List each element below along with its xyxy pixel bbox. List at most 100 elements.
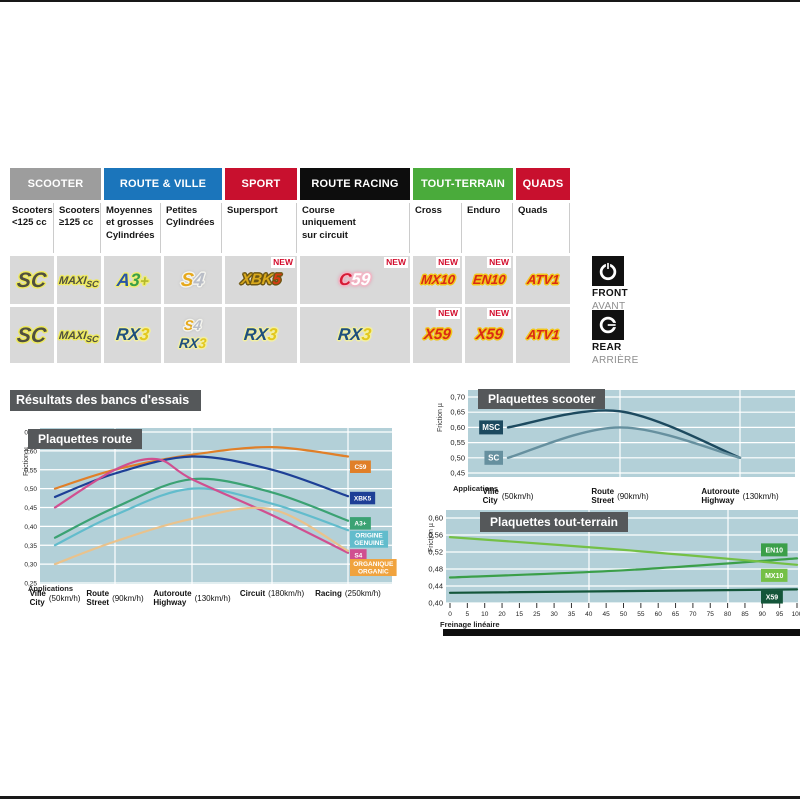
logo-segment: MX10: [419, 272, 456, 287]
y-axis-label: Friction µ: [23, 447, 30, 476]
new-badge: NEW: [384, 257, 408, 268]
y-tick-label: 0,44: [428, 582, 443, 591]
logo-segment: X59: [474, 326, 504, 343]
rear-position-marker: REAR ARRIÈRE: [592, 310, 652, 366]
series-label-box: [350, 549, 367, 562]
pad-cell-rear: NEW X59: [465, 307, 513, 363]
x-axis-category-racing: Racing (250km/h): [315, 589, 381, 599]
y-axis-label: Friction µ: [437, 403, 444, 432]
logo-segment: MAXI: [58, 330, 88, 342]
group-header-quads: QUADS: [516, 168, 570, 200]
pad-cell-front: S4: [164, 256, 222, 304]
pad-cell-front: ATV1: [516, 256, 570, 304]
y-tick-label: 0,70: [450, 393, 465, 402]
logo-segment: RX: [337, 325, 364, 344]
series-label-box: [350, 559, 397, 577]
x-axis-labels: Ville City (50km/h) Route Street (90km/h) Auto…: [435, 487, 800, 517]
x-tick-label: 10: [481, 611, 489, 618]
pad-cell-front: MAXISC: [57, 256, 101, 304]
series-label-box: [761, 568, 788, 582]
logo-segment: +: [138, 272, 150, 290]
logo-segment: 4: [193, 317, 203, 333]
logo-segment: MAXI: [58, 275, 88, 287]
logo-segment: 5: [271, 271, 282, 288]
logo-segment: 3: [361, 325, 373, 344]
pad-logo-xbk5: XBK5: [240, 271, 282, 288]
series-line-s4: [53, 457, 350, 554]
x-tick-label: 0: [448, 611, 452, 618]
x-tick-label: 25: [533, 611, 541, 618]
logo-segment: RX: [243, 325, 270, 344]
series-line-msc: [506, 409, 742, 459]
series-line-origine: [53, 487, 350, 547]
series-label: XBK5: [354, 495, 372, 502]
pad-cell-rear: S4 RX3: [164, 307, 222, 363]
logo-segment: EN10: [471, 272, 507, 287]
pad-logo-x59: X59: [423, 326, 451, 343]
pad-logo-stack: S4 RX3: [179, 317, 208, 352]
pad-cell-rear: NEW X59: [413, 307, 462, 363]
x-tick-label: 50: [620, 611, 628, 618]
pad-logo-sc: SC: [16, 324, 48, 347]
logo-segment: ATV1: [526, 272, 560, 287]
x-tick-label: 70: [689, 611, 697, 618]
logo-segment: 3: [198, 335, 208, 351]
avant-label: AVANT: [592, 301, 626, 312]
series-label: MSC: [482, 423, 500, 432]
x-axis-note: Applications: [28, 584, 74, 593]
logo-segment: 3: [267, 325, 279, 344]
y-tick-label: 0,56: [428, 531, 443, 540]
rear-disc-icon: [592, 310, 624, 340]
group-header-tout-terrain: TOUT-TERRAIN: [413, 168, 513, 200]
group-header-route-racing: ROUTE RACING: [300, 168, 410, 200]
series-line-sc: [506, 426, 742, 459]
y-tick-label: 0,50: [450, 453, 465, 462]
pad-logo-sc: SC: [16, 268, 48, 292]
y-tick-label: 0,52: [428, 548, 443, 557]
pad-logo-rx3: RX3: [337, 325, 373, 344]
x-axis-category-autoroute: Autoroute Highway (130km/h): [153, 589, 231, 608]
x-tick-label: 30: [550, 611, 558, 618]
pad-cell-rear: ATV1: [516, 307, 570, 363]
y-tick-label: 0,65: [450, 408, 465, 417]
section-title: Résultats des bancs d'essais: [10, 390, 202, 411]
pad-cell-rear: MAXISC: [57, 307, 101, 363]
series-label: GENUINE: [354, 540, 384, 547]
pad-cell-front: NEW XBK5: [225, 256, 297, 304]
series-label: SC: [488, 454, 499, 463]
series-label-box: [350, 491, 376, 505]
chart-title-scooter: Plaquettes scooter: [478, 389, 606, 409]
logo-segment: SC: [16, 268, 48, 292]
pad-logo-a3plus: A3+: [116, 270, 150, 290]
series-label: EN10: [765, 547, 783, 554]
x-axis-labels: [428, 508, 800, 538]
pad-cell-rear: RX3: [225, 307, 297, 363]
y-tick-label: 0,60: [24, 448, 37, 455]
new-badge: NEW: [487, 257, 511, 268]
x-axis-category-ville: Ville City (50km/h): [29, 589, 81, 608]
logo-segment: 3: [138, 325, 151, 344]
y-tick-label: 0,25: [24, 581, 37, 588]
column-header-enduro: Enduro: [465, 203, 513, 253]
y-tick-label: 0,45: [24, 505, 37, 512]
y-tick-label: 0,60: [450, 423, 465, 432]
series-label-box: [484, 450, 503, 465]
x-axis-category-ville: Ville City (50km/h): [482, 487, 534, 506]
new-badge: NEW: [487, 308, 511, 319]
logo-segment: SC: [85, 279, 100, 289]
compatibility-table: SCOOTER ROUTE & VILLE SPORT ROUTE RACING TOU…: [10, 168, 570, 363]
pad-logo-maxisc: MAXISC: [58, 272, 100, 289]
image-border-middle: [443, 629, 800, 636]
series-label: ORGANIQUE: [353, 561, 394, 568]
series-label: C59: [354, 464, 366, 471]
pad-logo-rx3: RX3: [115, 325, 151, 344]
pad-logo-mx10: MX10: [420, 272, 456, 288]
series-line-mx10: [448, 536, 799, 566]
series-label-box: [350, 517, 371, 530]
pad-logo-s4: S4: [180, 270, 205, 291]
y-tick-label: 0,30: [24, 562, 37, 569]
x-tick-label: 75: [707, 611, 715, 618]
series-label: ORGANIC: [358, 569, 389, 576]
x-axis-category-route: Route Street (90km/h): [591, 487, 649, 506]
